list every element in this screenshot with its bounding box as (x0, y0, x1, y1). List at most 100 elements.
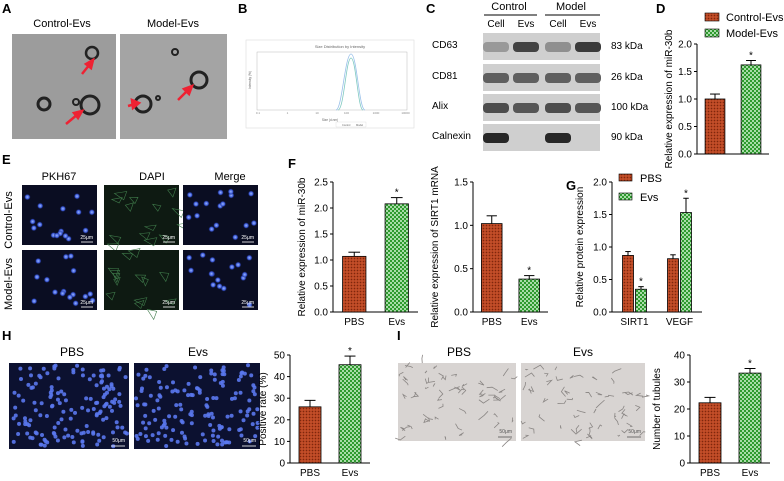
bar (738, 372, 762, 464)
dls-x-ticks: 0.1 1 10 100 1000 10000 (256, 111, 410, 115)
legend-swatch-pbs (618, 173, 633, 182)
fluor-image: 25μm (22, 250, 97, 310)
bar (298, 406, 322, 464)
y-tick-label: 30 (674, 378, 686, 389)
blot-band (545, 42, 571, 52)
blot-kda-label: 90 kDa (611, 132, 643, 143)
blot-protein-label: Calnexin (432, 131, 471, 142)
dls-x-tick: 1000 (373, 111, 380, 115)
y-tick-label: 30 (274, 394, 286, 405)
fluor-image: 25μm (104, 248, 179, 321)
y-tick-label: 2.0 (678, 40, 692, 51)
y-tick-label: 0.5 (314, 282, 328, 293)
blot-kda-label: 83 kDa (611, 41, 643, 52)
dls-legend (335, 121, 367, 128)
x-tick-label: SIRT1 (620, 317, 649, 328)
panel-letter-a: A (2, 1, 12, 16)
lane-label: Evs (518, 19, 535, 30)
panel-letter-e: E (2, 152, 11, 167)
y-tick-label: 2.5 (314, 178, 328, 189)
x-tick-label: VEGF (666, 317, 693, 328)
bar (338, 364, 362, 464)
significance-marker: * (639, 277, 643, 288)
dls-x-tick: 10000 (401, 111, 410, 115)
fluor-image: 25μm (104, 185, 191, 252)
scale-bar-label: 25μm (241, 235, 254, 241)
y-axis-label: Relative expression of miR-30b (297, 177, 308, 316)
y-tick-label: 2.0 (593, 178, 607, 189)
significance-marker: * (395, 188, 399, 199)
scale-bar-label: 25μm (162, 235, 175, 241)
row-label-control-evs: Control-Evs (3, 191, 15, 249)
y-tick-label: 0.0 (593, 308, 607, 319)
significance-marker: * (749, 51, 753, 62)
y-tick-label: 10 (274, 437, 286, 448)
scale-bar-label: 25μm (162, 300, 175, 306)
lane-label: Evs (580, 19, 597, 30)
group-model-label: Model (556, 1, 586, 13)
scale-bar-label: 25μm (80, 300, 93, 306)
panel-i: I PBS Evs 50μm 50μm 0 10 20 30 40 Number of tu… (395, 328, 770, 479)
legend-label-model-evs: Model-Evs (726, 28, 778, 40)
column-label-merge: Merge (214, 171, 245, 183)
y-tick-label: 20 (274, 415, 286, 426)
tem-image-control (12, 34, 116, 139)
y-tick-label: 1.5 (678, 67, 692, 78)
y-tick-label: 40 (674, 351, 686, 362)
group-control-label: Control (491, 1, 526, 13)
y-axis-label: Relative expression of SIRT1 mRNA (430, 166, 441, 328)
bar (481, 223, 503, 313)
y-axis-label: Number of tubules (652, 368, 663, 450)
scale-bar-label: 25μm (241, 300, 254, 306)
lane-label: Cell (549, 19, 566, 30)
y-tick-label: 1.0 (678, 95, 692, 106)
y-axis-label: Relative expression of miR-30b (664, 29, 675, 168)
column-label-dapi: DAPI (139, 171, 165, 183)
panel-letter-g: G (566, 178, 576, 193)
dapi-image: 50μm (9, 363, 129, 449)
significance-marker: * (684, 188, 688, 199)
scale-bar-label: 50μm (112, 438, 125, 444)
dls-xlabel: Size (d.nm) (322, 118, 338, 122)
panel-b: B Size Distribution by Intensity Intensi… (238, 1, 415, 129)
dls-x-tick: 100 (344, 111, 349, 115)
blot-protein-label: Alix (432, 101, 448, 112)
dls-curve-control (337, 57, 364, 111)
bar (622, 255, 634, 313)
tube-formation-image: 50μm (395, 354, 518, 447)
legend-label-evs: Evs (640, 192, 659, 204)
dls-plot (256, 51, 408, 111)
blot-band (483, 133, 509, 143)
dls-x-tick: 1 (287, 111, 289, 115)
panel-letter-b: B (238, 1, 247, 16)
image-label-evs: Evs (573, 345, 593, 359)
tem-arrows (65, 57, 195, 125)
fluor-image: 25μm (22, 185, 97, 245)
blot-band (513, 103, 539, 113)
bar (698, 402, 722, 464)
fluor-image: 25μm (183, 250, 258, 310)
bar (635, 288, 647, 313)
dls-legend-model: Model (356, 123, 363, 127)
dls-x-tick: 0.1 (256, 111, 261, 115)
blot-kda-label: 26 kDa (611, 72, 643, 83)
bar (518, 278, 540, 313)
panel-letter-c: C (426, 1, 436, 16)
x-tick-label: Evs (742, 468, 759, 479)
y-tick-label: 1.0 (314, 256, 328, 267)
y-axis-label: Relative protein expression (575, 187, 586, 308)
scale-bar-label: 50μm (243, 438, 256, 444)
y-tick-label: 1.0 (454, 221, 468, 232)
panel-a: A Control-Evs Model-Evs (2, 1, 227, 139)
panel-g: G 0.0 0.5 1.0 1.5 2.0 Relative protein expres… (566, 173, 702, 328)
panel-letter-i: I (397, 328, 401, 343)
y-tick-label: 10 (674, 432, 686, 443)
x-tick-label: PBS (300, 468, 320, 479)
x-tick-label: Evs (521, 317, 538, 328)
blot-band (545, 103, 571, 113)
panel-letter-d: D (656, 1, 665, 16)
y-tick-label: 0.0 (678, 150, 692, 161)
significance-marker: * (748, 359, 752, 370)
scale-bar-label: 50μm (499, 429, 512, 435)
blot-protein-label: CD63 (432, 40, 458, 51)
